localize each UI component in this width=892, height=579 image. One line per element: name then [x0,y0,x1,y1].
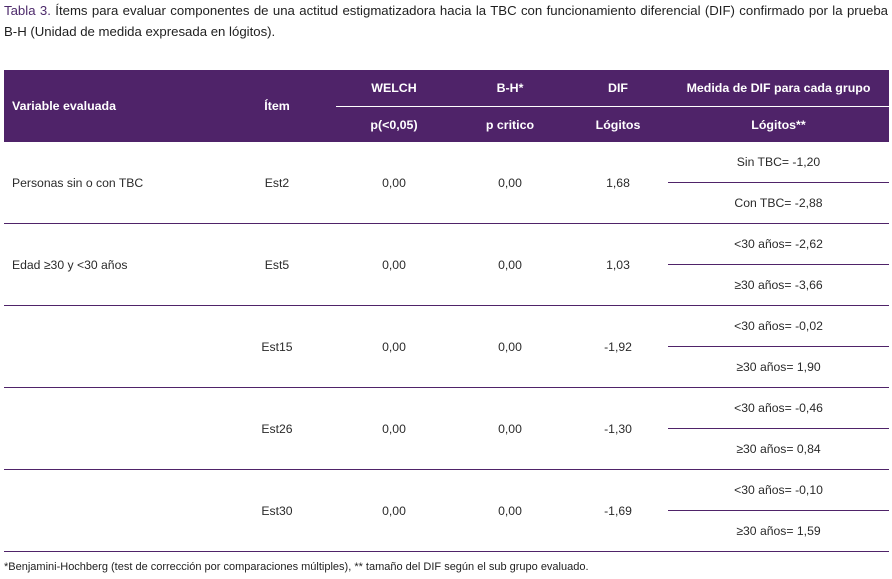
table-subrow: ≥30 años= 0,84 [4,428,889,470]
table-row: Est26 0,00 0,00 -1,30 <30 años= -0,46 [4,387,889,470]
cell-item: Est30 [218,469,336,552]
cell-dif: -1,69 [568,469,668,552]
footnote: *Benjamini-Hochberg (test de corrección … [4,561,589,573]
dif-table: Variable evaluada Ítem WELCH B-H* DIF Me… [4,70,889,552]
cell-bh: 0,00 [452,305,568,388]
cell-bh: 0,00 [452,387,568,470]
table-subrow: ≥30 años= 1,90 [4,346,889,388]
cell-bh: 0,00 [452,223,568,306]
header-item: Ítem [218,70,336,142]
header-welch-sub: p(<0,05) [336,106,452,142]
table-subrow: Con TBC= -2,88 [4,182,889,224]
header-row-2: p(<0,05) p critico Lógitos Lógitos** [4,106,889,142]
cell-group-1: <30 años= -0,46 [668,387,889,429]
caption-text: Ítems para evaluar componentes de una ac… [4,3,889,39]
cell-group-2: Con TBC= -2,88 [668,182,889,224]
header-bh-sub: p critico [452,106,568,142]
cell-variable [4,387,218,470]
cell-dif: 1,68 [568,142,668,224]
cell-item: Est15 [218,305,336,388]
table-row: Est30 0,00 0,00 -1,69 <30 años= -0,10 [4,469,889,552]
header-bh: B-H* [452,70,568,107]
table-label: Tabla 3. [4,3,51,18]
header-medida-sub: Lógitos** [668,106,889,142]
cell-group-1: <30 años= -0,02 [668,305,889,347]
cell-variable: Edad ≥30 y <30 años [4,223,218,306]
cell-variable: Personas sin o con TBC [4,142,218,224]
cell-bh: 0,00 [452,469,568,552]
cell-dif: -1,92 [568,305,668,388]
table-subrow: ≥30 años= 1,59 [4,510,889,552]
table-row: Personas sin o con TBC Est2 0,00 0,00 1,68 Si… [4,142,889,224]
cell-dif: -1,30 [568,387,668,470]
cell-bh: 0,00 [452,142,568,224]
table-caption: Tabla 3. Ítems para evaluar componentes … [4,0,888,42]
cell-item: Est2 [218,142,336,224]
cell-welch: 0,00 [336,142,452,224]
cell-group-2: ≥30 años= 1,90 [668,346,889,388]
cell-variable [4,305,218,388]
header-medida: Medida de DIF para cada grupo [668,70,889,107]
cell-dif: 1,03 [568,223,668,306]
table-row: Est15 0,00 0,00 -1,92 <30 años= -0,02 [4,305,889,388]
cell-welch: 0,00 [336,223,452,306]
header-dif: DIF [568,70,668,107]
cell-group-1: <30 años= -2,62 [668,223,889,265]
header-dif-sub: Lógitos [568,106,668,142]
cell-welch: 0,00 [336,469,452,552]
cell-group-1: <30 años= -0,10 [668,469,889,511]
header-variable: Variable evaluada [4,70,218,142]
cell-item: Est26 [218,387,336,470]
table-subrow: ≥30 años= -3,66 [4,264,889,306]
cell-welch: 0,00 [336,305,452,388]
table-row: Edad ≥30 y <30 años Est5 0,00 0,00 1,03 <30 a… [4,223,889,306]
cell-welch: 0,00 [336,387,452,470]
cell-group-2: ≥30 años= 0,84 [668,428,889,470]
cell-group-2: ≥30 años= 1,59 [668,510,889,552]
cell-group-1: Sin TBC= -1,20 [668,142,889,183]
cell-item: Est5 [218,223,336,306]
cell-variable [4,469,218,552]
header-welch: WELCH [336,70,452,107]
header-row-1: Variable evaluada Ítem WELCH B-H* DIF Me… [4,70,889,142]
cell-group-2: ≥30 años= -3,66 [668,264,889,306]
table-body: Personas sin o con TBC Est2 0,00 0,00 1,68 Si… [4,142,889,552]
